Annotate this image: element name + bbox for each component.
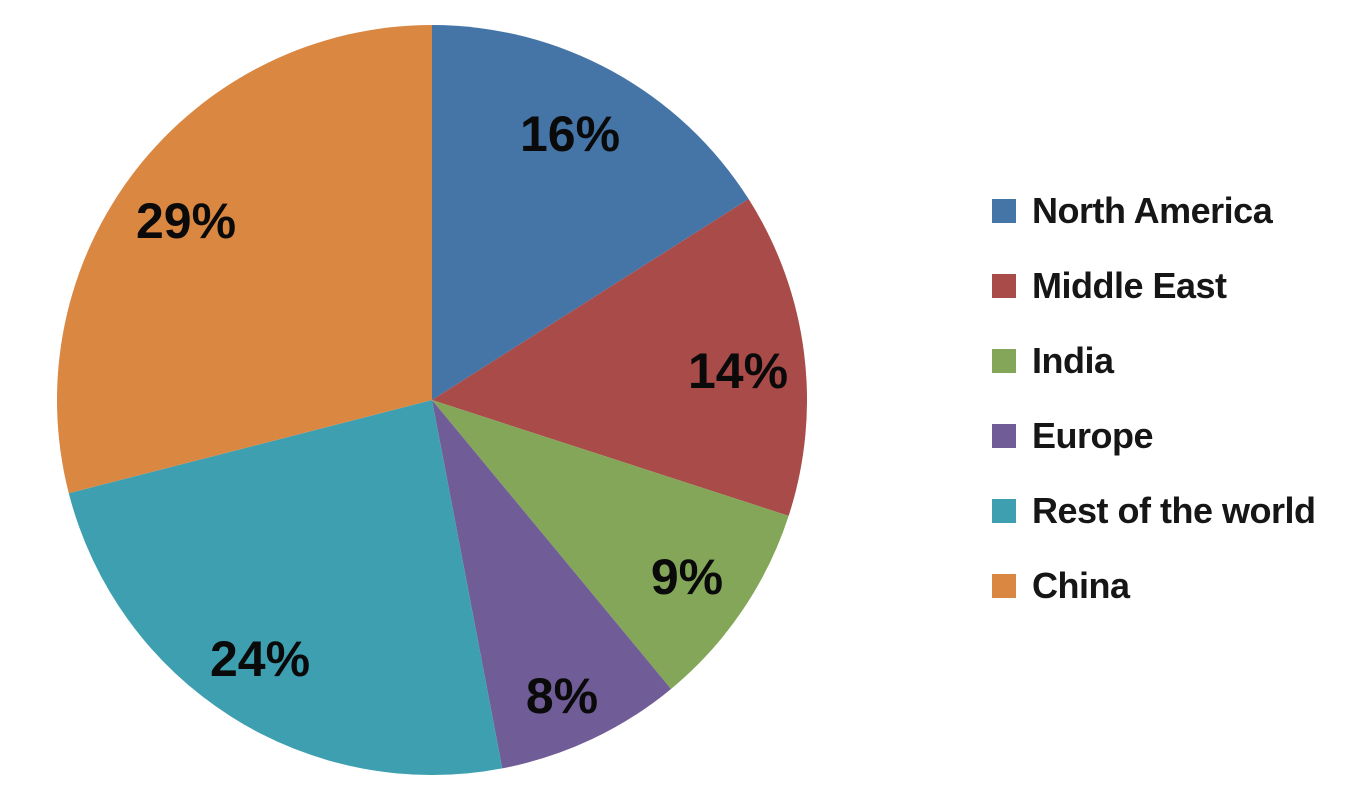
legend-item-rest-of-the-world: Rest of the world <box>992 490 1316 531</box>
pie-slice-rest-of-the-world <box>68 400 503 775</box>
legend-item-europe: Europe <box>992 415 1316 456</box>
legend-swatch-middle-east <box>992 274 1016 298</box>
legend-item-china: China <box>992 565 1316 606</box>
legend-swatch-rest-of-the-world <box>992 499 1016 523</box>
legend-label-india: India <box>1032 340 1114 381</box>
legend-label-north-america: North America <box>1032 190 1273 231</box>
legend-swatch-north-america <box>992 199 1016 223</box>
legend-swatch-china <box>992 574 1016 598</box>
slice-label-middle-east: 14% <box>687 343 789 399</box>
slice-label-rest-of-the-world: 24% <box>209 631 311 687</box>
pie-svg <box>57 25 807 775</box>
slice-label-north-america: 16% <box>519 106 621 162</box>
slice-label-europe: 8% <box>525 668 599 724</box>
legend-item-north-america: North America <box>992 190 1316 231</box>
pie-slice-china <box>57 25 432 494</box>
pie-slice-india <box>432 400 789 689</box>
legend-label-europe: Europe <box>1032 415 1154 456</box>
legend-swatch-india <box>992 349 1016 373</box>
legend-label-china: China <box>1032 565 1130 606</box>
pie-slice-middle-east <box>432 199 807 516</box>
legend-label-rest-of-the-world: Rest of the world <box>1032 490 1316 531</box>
pie-slice-europe <box>432 400 672 769</box>
legend-item-india: India <box>992 340 1316 381</box>
slice-label-china: 29% <box>135 193 237 249</box>
pie-chart: 16% 14% 9% 8% 24% 29% <box>57 25 807 775</box>
slice-label-india: 9% <box>650 549 724 605</box>
legend-item-middle-east: Middle East <box>992 265 1316 306</box>
pie-slice-north-america <box>432 25 749 400</box>
legend-swatch-europe <box>992 424 1016 448</box>
legend-label-middle-east: Middle East <box>1032 265 1227 306</box>
legend: North America Middle East India Europe R… <box>992 190 1316 606</box>
